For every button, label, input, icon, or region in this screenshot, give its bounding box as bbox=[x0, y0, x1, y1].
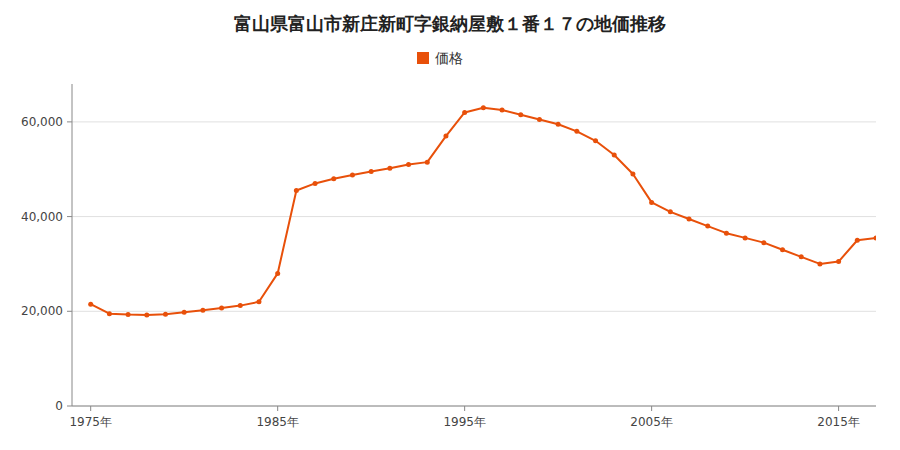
point bbox=[780, 247, 785, 252]
x-axis-line bbox=[72, 406, 876, 407]
x-tick-label: 1975年 bbox=[69, 415, 112, 429]
point bbox=[630, 171, 635, 176]
point bbox=[294, 188, 299, 193]
x-tick-label: 1985年 bbox=[256, 415, 299, 429]
x-tick-label: 2005年 bbox=[630, 415, 673, 429]
point bbox=[88, 302, 93, 307]
chart-container: 富山県富山市新庄新町字銀納屋敷１番１７の地価推移 0 20,000 40,000 60,… bbox=[0, 0, 900, 450]
x-tick bbox=[90, 406, 91, 411]
grid-line bbox=[72, 406, 876, 407]
x-tick bbox=[464, 406, 465, 411]
y-tick-label: 20,000 bbox=[21, 304, 63, 318]
legend-swatch bbox=[417, 52, 429, 64]
y-tick bbox=[67, 121, 72, 122]
point bbox=[836, 259, 841, 264]
point bbox=[874, 235, 877, 240]
legend-label: 価格 bbox=[435, 50, 463, 66]
point bbox=[724, 231, 729, 236]
grid bbox=[72, 122, 876, 406]
point bbox=[481, 105, 486, 110]
title: 富山県富山市新庄新町字銀納屋敷１番１７の地価推移 bbox=[234, 13, 666, 34]
point bbox=[163, 312, 168, 317]
point bbox=[200, 308, 205, 313]
y-tick-label: 40,000 bbox=[21, 210, 63, 224]
point bbox=[817, 261, 822, 266]
y-tick bbox=[67, 406, 72, 407]
x-tick-label: 1995年 bbox=[443, 415, 486, 429]
point bbox=[313, 181, 318, 186]
point bbox=[425, 160, 430, 165]
y-tick bbox=[67, 311, 72, 312]
point bbox=[761, 240, 766, 245]
point bbox=[275, 271, 280, 276]
point bbox=[668, 209, 673, 214]
point bbox=[799, 254, 804, 259]
point bbox=[593, 138, 598, 143]
point bbox=[369, 169, 374, 174]
point bbox=[443, 134, 448, 139]
y-tick-label: 60,000 bbox=[21, 115, 63, 129]
x-tick-label: 2015年 bbox=[817, 415, 860, 429]
y-axis-line bbox=[72, 84, 73, 406]
point bbox=[574, 129, 579, 134]
axes: 0 20,000 40,000 60,000 1975年 1985年 1995年 2005年 2… bbox=[21, 84, 876, 429]
y-tick-label: 0 bbox=[55, 399, 63, 413]
point bbox=[687, 216, 692, 221]
chart-svg: 富山県富山市新庄新町字銀納屋敷１番１７の地価推移 0 20,000 40,000 60,… bbox=[0, 0, 900, 450]
point bbox=[126, 312, 131, 317]
point bbox=[182, 310, 187, 315]
point bbox=[350, 172, 355, 177]
background bbox=[0, 0, 900, 450]
point bbox=[406, 162, 411, 167]
point bbox=[256, 299, 261, 304]
grid-line bbox=[72, 216, 876, 217]
point bbox=[649, 200, 654, 205]
x-tick bbox=[838, 406, 839, 411]
point bbox=[612, 153, 617, 158]
point bbox=[743, 235, 748, 240]
point bbox=[462, 110, 467, 115]
point bbox=[107, 311, 112, 316]
x-tick bbox=[651, 406, 652, 411]
point bbox=[705, 224, 710, 229]
point bbox=[219, 305, 224, 310]
point bbox=[518, 112, 523, 117]
point bbox=[387, 166, 392, 171]
point bbox=[537, 117, 542, 122]
point bbox=[500, 108, 505, 113]
line bbox=[91, 108, 876, 315]
x-tick bbox=[277, 406, 278, 411]
point bbox=[331, 176, 336, 181]
legend: 価格 bbox=[417, 50, 463, 66]
point bbox=[144, 313, 149, 318]
point bbox=[556, 122, 561, 127]
point bbox=[855, 238, 860, 243]
plot-area bbox=[88, 105, 876, 317]
y-tick bbox=[67, 216, 72, 217]
point bbox=[238, 303, 243, 308]
grid-line bbox=[72, 121, 876, 122]
